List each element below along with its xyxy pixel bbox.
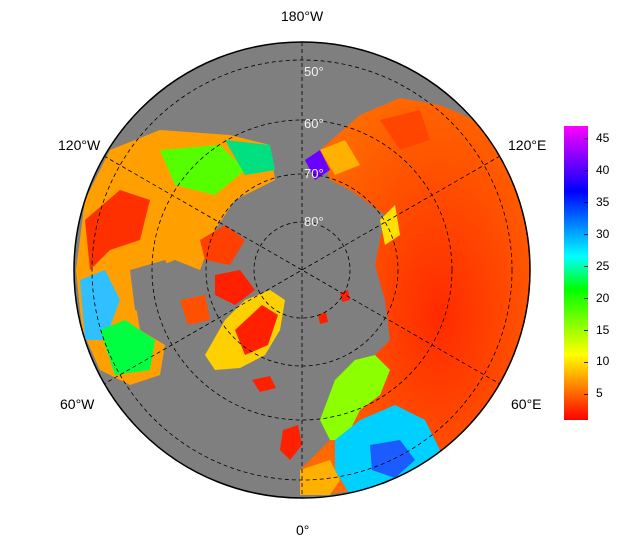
hudson-bay xyxy=(130,260,185,320)
siberia-yellow-region xyxy=(380,205,400,245)
greenland-red-core xyxy=(235,305,278,355)
land-layer xyxy=(76,98,530,495)
colorbar xyxy=(564,126,588,420)
lon-label-60e: 60°E xyxy=(511,396,542,412)
lon-label-120w: 120°W xyxy=(58,137,101,153)
canada-blue-region xyxy=(80,270,120,340)
lat-label: 70° xyxy=(304,166,324,181)
colorbar-tick-label: 45 xyxy=(596,130,610,145)
colorbar-tick-label: 20 xyxy=(596,290,610,305)
map-boundary xyxy=(73,41,531,499)
uk-landmass xyxy=(280,425,302,460)
canada-green-region xyxy=(100,320,155,375)
lat-label: 60° xyxy=(304,116,324,131)
colorbar-tick-label: 40 xyxy=(596,162,610,177)
arctic-island xyxy=(318,312,328,324)
colorbar-tick-label: 5 xyxy=(596,386,603,401)
western-europe-landmass xyxy=(300,460,340,495)
graticule xyxy=(91,42,513,498)
arctic-island xyxy=(215,270,255,305)
lon-label-60w: 60°W xyxy=(60,396,95,412)
colorbar-tick-label: 25 xyxy=(596,258,610,273)
siberia-purple-region xyxy=(305,150,330,180)
lon-label-180w: 180°W xyxy=(281,8,324,24)
alaska-cyan-region xyxy=(225,140,275,175)
colorbar-tick-label: 35 xyxy=(596,194,610,209)
europe-blue-patch xyxy=(370,440,415,478)
colorbar-tick-label: 30 xyxy=(596,226,610,241)
scandinavia-landmass xyxy=(320,355,390,440)
lon-label-120e: 120°E xyxy=(508,137,547,153)
arctic-island xyxy=(200,225,245,265)
siberia-region xyxy=(320,140,360,175)
lat-label: 50° xyxy=(304,64,324,79)
arctic-island xyxy=(180,295,210,325)
lon-label-0: 0° xyxy=(296,522,310,538)
colorbar-gradient xyxy=(564,126,588,420)
canada-red-region xyxy=(85,190,150,270)
colorbar-tick-label: 15 xyxy=(596,322,610,337)
iceland-landmass xyxy=(252,376,276,392)
lat-label: 80° xyxy=(304,214,324,229)
colorbar-tick-label: 10 xyxy=(596,354,610,369)
alaska-green-region xyxy=(160,145,245,195)
siberia-region xyxy=(380,110,430,150)
